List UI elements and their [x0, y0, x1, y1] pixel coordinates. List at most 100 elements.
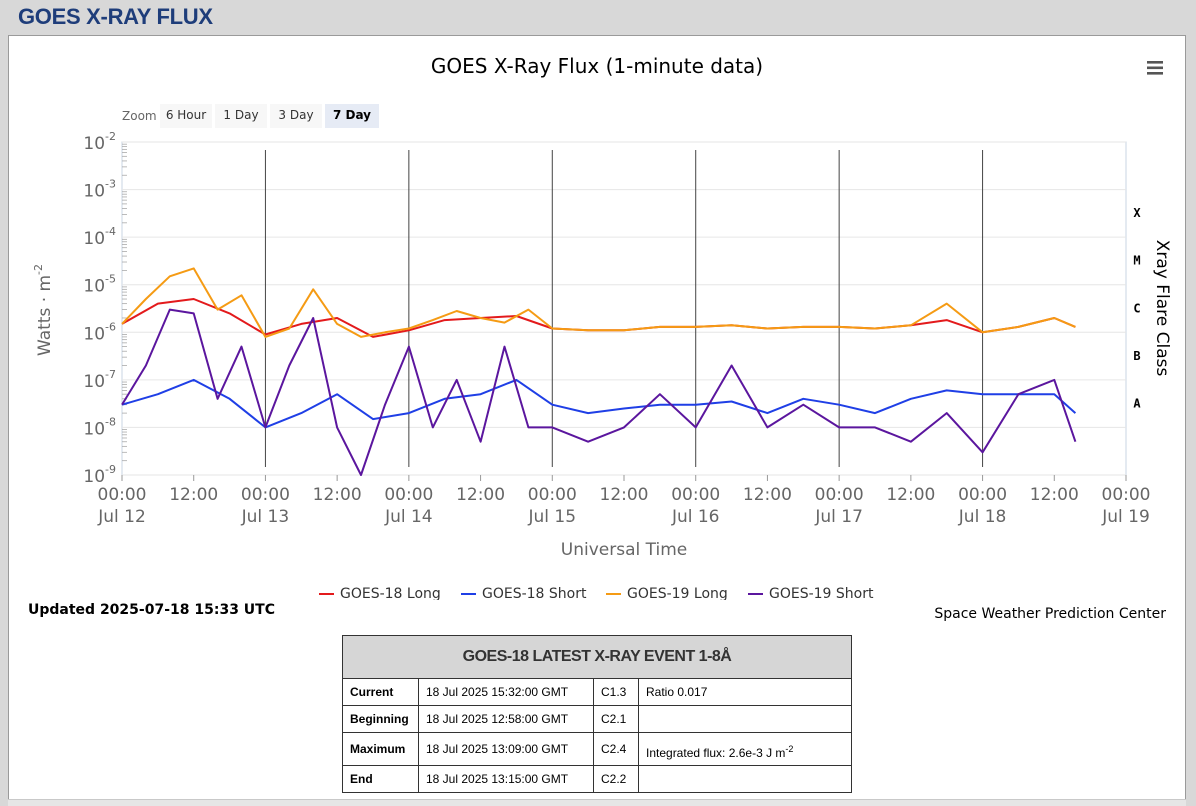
- x-tick-date-label: Jul 19: [1101, 507, 1150, 527]
- event-extra: Ratio 0.017: [638, 678, 852, 706]
- credit-text: Space Weather Prediction Center: [934, 606, 1166, 622]
- series-line-goes-19-long: [121, 267, 1076, 338]
- x-tick-time-label: 12:00: [169, 485, 218, 505]
- event-class: C2.4: [593, 732, 639, 766]
- zoom-3-day-label: 3 Day: [278, 108, 313, 122]
- x-tick-time-label: 12:00: [1030, 485, 1079, 505]
- plot-area: [121, 141, 1127, 476]
- legend-label: GOES-19 Long: [627, 586, 728, 600]
- event-extra-text: Integrated flux: 2.6e-3 J m: [646, 746, 786, 760]
- event-extra-text: Ratio 0.017: [646, 685, 708, 699]
- event-extra: [638, 765, 852, 793]
- y-tick-label: 10-8: [83, 415, 116, 439]
- event-time: 18 Jul 2025 13:09:00 GMT: [418, 732, 594, 766]
- zoom-6-hour-button[interactable]: 6 Hour: [160, 104, 212, 128]
- event-time: 18 Jul 2025 15:32:00 GMT: [418, 678, 594, 706]
- event-label: Current: [342, 678, 419, 706]
- event-table-header-row: GOES-18 LATEST X-RAY EVENT 1-8Å: [342, 635, 852, 679]
- y-tick-label: 10-4: [83, 225, 116, 249]
- x-tick-time-label: 00:00: [241, 485, 290, 505]
- event-row-end: End 18 Jul 2025 13:15:00 GMT C2.2: [342, 765, 852, 793]
- event-class: C2.2: [593, 765, 639, 793]
- event-label: End: [342, 765, 419, 793]
- legend-label: GOES-19 Short: [769, 586, 874, 600]
- flare-class-label: M: [1133, 254, 1140, 268]
- event-row-maximum: Maximum 18 Jul 2025 13:09:00 GMT C2.4 In…: [342, 732, 852, 766]
- x-tick-date-label: Jul 15: [528, 507, 577, 527]
- event-row-current: Current 18 Jul 2025 15:32:00 GMT C1.3 Ra…: [342, 678, 852, 706]
- page-title: GOES X-RAY FLUX: [18, 4, 213, 29]
- x-tick-time-label: 00:00: [98, 485, 147, 505]
- zoom-6-hour-label: 6 Hour: [166, 108, 206, 122]
- flare-class-label: A: [1133, 396, 1141, 410]
- y-tick-label: 10-2: [83, 130, 116, 154]
- zoom-bar: Zoom 6 Hour 1 Day 3 Day 7 Day: [122, 104, 379, 128]
- legend: GOES-18 Long GOES-18 Short GOES-19 Long GOE…: [319, 586, 874, 600]
- hamburger-menu-icon[interactable]: [1140, 58, 1170, 80]
- x-tick-date-label: Jul 13: [241, 507, 290, 527]
- zoom-3-day-button[interactable]: 3 Day: [270, 104, 322, 128]
- series-line-goes-18-short: [121, 378, 1077, 429]
- event-class: C2.1: [593, 705, 639, 733]
- series-line-goes-19-short: [121, 308, 1077, 476]
- legend-item: GOES-18 Short: [461, 586, 587, 600]
- zoom-7-day-button[interactable]: 7 Day: [325, 104, 379, 128]
- legend-item: GOES-19 Long: [606, 586, 728, 600]
- y-tick-label: 10-5: [83, 273, 116, 297]
- flare-class-label: C: [1133, 301, 1140, 315]
- x-tick-time-label: 00:00: [815, 485, 864, 505]
- y-tick-label: 10-7: [83, 368, 116, 392]
- event-extra-sup: -2: [785, 744, 794, 754]
- y-tick-label: 10-6: [83, 320, 116, 344]
- zoom-label: Zoom: [122, 109, 157, 123]
- legend-item: GOES-18 Long: [319, 586, 441, 600]
- x-tick-date-label: Jul 12: [97, 507, 146, 527]
- x-tick-time-label: 00:00: [1102, 485, 1151, 505]
- flare-class-label: B: [1133, 349, 1140, 363]
- x-tick-time-label: 12:00: [456, 485, 505, 505]
- event-row-beginning: Beginning 18 Jul 2025 12:58:00 GMT C2.1: [342, 705, 852, 733]
- event-time: 18 Jul 2025 12:58:00 GMT: [418, 705, 594, 733]
- flare-class-label: X: [1133, 206, 1141, 220]
- legend-item: GOES-19 Short: [748, 586, 874, 600]
- x-tick-date-label: Jul 18: [958, 507, 1007, 527]
- event-table-header: GOES-18 LATEST X-RAY EVENT 1-8Å: [342, 635, 852, 679]
- latest-event-table: GOES-18 LATEST X-RAY EVENT 1-8Å Current …: [342, 635, 852, 793]
- plot-frame: [121, 141, 1127, 476]
- chart-title: GOES X-Ray Flux (1-minute data): [431, 54, 763, 78]
- flare-class-labels: X M C B A: [1133, 206, 1141, 410]
- grid-lines: [122, 141, 1126, 476]
- x-tick-time-label: 00:00: [384, 485, 433, 505]
- legend-label: GOES-18 Short: [482, 586, 587, 600]
- y-tick-label: 10-3: [83, 178, 116, 202]
- legend-label: GOES-18 Long: [340, 586, 441, 600]
- xray-flux-chart: GOES X-Ray Flux (1-minute data) Zoom 6 H…: [32, 54, 1172, 600]
- bottom-scroll-strip: [8, 799, 1186, 806]
- event-time: 18 Jul 2025 13:15:00 GMT: [418, 765, 594, 793]
- event-class: C1.3: [593, 678, 639, 706]
- x-tick-date-label: Jul 14: [384, 507, 433, 527]
- y-axis-label: Watts · m-2: [32, 264, 55, 356]
- x-tick-time-label: 12:00: [600, 485, 649, 505]
- zoom-1-day-label: 1 Day: [223, 108, 258, 122]
- zoom-7-day-label: 7 Day: [333, 108, 371, 122]
- series-layer: [121, 267, 1077, 476]
- event-label: Beginning: [342, 705, 419, 733]
- updated-timestamp: Updated 2025-07-18 15:33 UTC: [28, 602, 275, 618]
- event-extra: [638, 705, 852, 733]
- y-tick-label: 10-9: [83, 463, 116, 487]
- x-tick-time-label: 00:00: [958, 485, 1007, 505]
- x-tick-time-label: 00:00: [528, 485, 577, 505]
- event-label: Maximum: [342, 732, 419, 766]
- event-extra: Integrated flux: 2.6e-3 J m-2: [638, 732, 852, 766]
- y-axis-ticks: 10-2 10-3 10-4 10-5 10-6 10-7 10-8 10-9: [83, 130, 116, 487]
- x-tick-time-label: 12:00: [313, 485, 362, 505]
- x-tick-date-label: Jul 17: [814, 507, 863, 527]
- x-tick-time-label: 00:00: [671, 485, 720, 505]
- x-tick-time-label: 12:00: [743, 485, 792, 505]
- zoom-1-day-button[interactable]: 1 Day: [215, 104, 267, 128]
- x-tick-date-label: Jul 16: [671, 507, 720, 527]
- x-tick-time-label: 12:00: [886, 485, 935, 505]
- x-axis-label: Universal Time: [561, 540, 687, 560]
